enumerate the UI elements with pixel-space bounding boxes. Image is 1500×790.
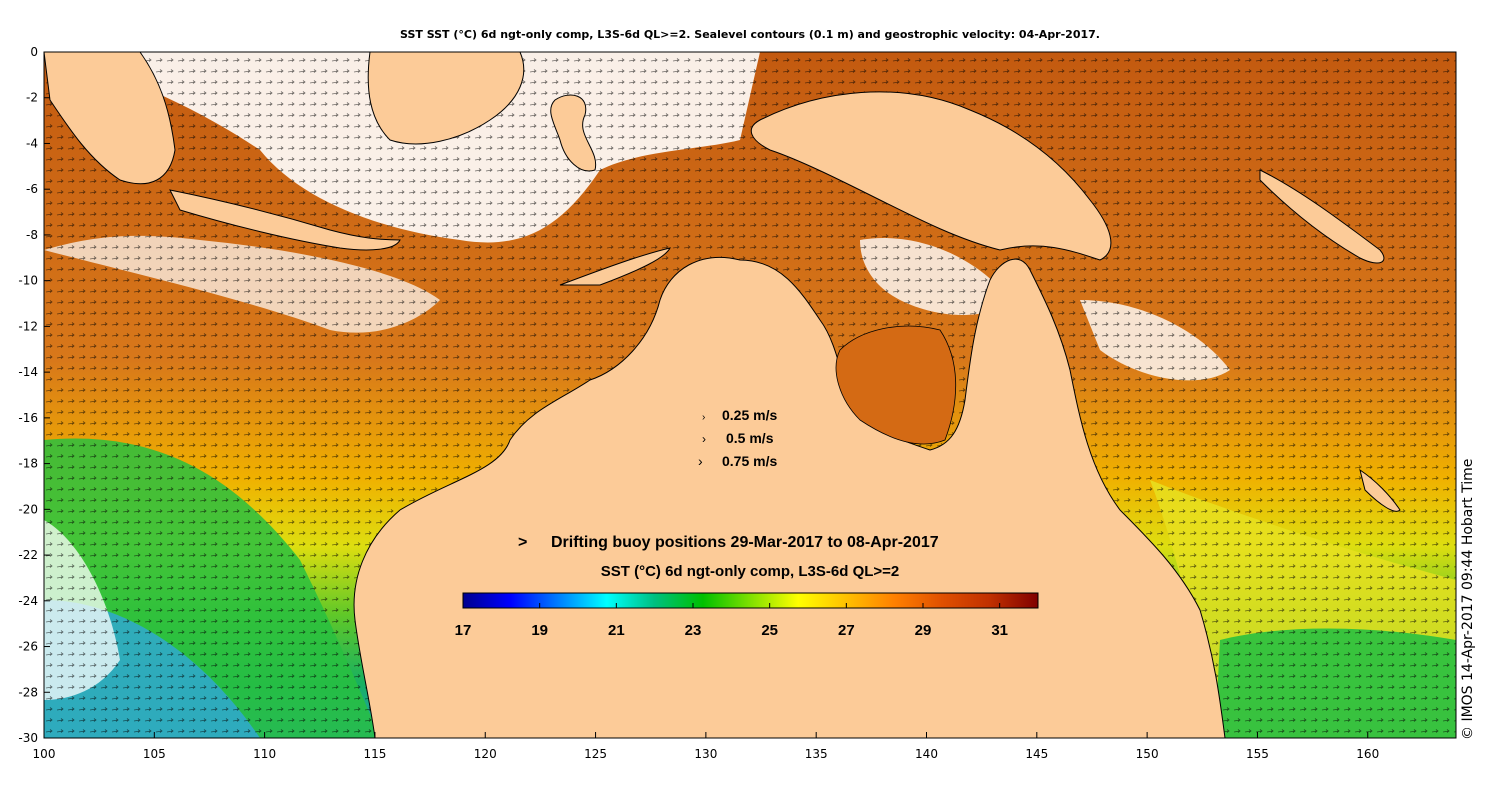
lat-tick-label: -6 bbox=[26, 182, 38, 196]
land-sumatra bbox=[44, 52, 176, 185]
velocity-legend: › 0.25 m/s › 0.5 m/s › 0.75 m/s bbox=[698, 407, 777, 469]
lat-tick-label: -16 bbox=[18, 411, 38, 425]
lat-tick-label: -10 bbox=[18, 274, 38, 288]
lat-tick-label: -24 bbox=[18, 594, 38, 608]
lon-tick-label: 150 bbox=[1136, 747, 1159, 761]
credit-text: © IMOS 14-Apr-2017 09:44 Hobart Time bbox=[1460, 459, 1476, 740]
map-area bbox=[44, 52, 1456, 738]
lat-tick-label: -14 bbox=[18, 365, 38, 379]
colorbar-tick-label: 31 bbox=[991, 622, 1008, 639]
lat-tick-label: -12 bbox=[18, 319, 38, 333]
lon-tick-label: 120 bbox=[474, 747, 497, 761]
colorbar-tick-label: 29 bbox=[915, 622, 932, 639]
lon-tick-label: 145 bbox=[1025, 747, 1048, 761]
lat-tick-label: -18 bbox=[18, 457, 38, 471]
buoy-legend: > Drifting buoy positions 29-Mar-2017 to… bbox=[518, 534, 939, 551]
lat-tick-label: -4 bbox=[26, 136, 38, 150]
gulf-of-carpentaria bbox=[835, 325, 957, 445]
lat-tick-label: -30 bbox=[18, 731, 38, 745]
land-new-guinea bbox=[750, 91, 1112, 261]
colorbar: SST (°C) 6d ngt-only comp, L3S-6d QL>=2 … bbox=[455, 563, 1039, 639]
arrow-glyph-large: › bbox=[698, 453, 703, 469]
buoy-legend-label: Drifting buoy positions 29-Mar-2017 to 0… bbox=[551, 534, 939, 551]
longitude-ticks: 100 105 110 115 120 125 130 135 140 145 150 155 160 bbox=[33, 732, 1379, 761]
colorbar-tick-label: 23 bbox=[685, 622, 702, 639]
lon-tick-label: 135 bbox=[805, 747, 828, 761]
velocity-legend-label: 0.25 m/s bbox=[722, 407, 777, 423]
lat-tick-label: -2 bbox=[26, 91, 38, 105]
land-new-caledonia bbox=[1359, 468, 1401, 512]
colorbar-tick-label: 21 bbox=[608, 622, 625, 639]
lon-tick-label: 160 bbox=[1356, 747, 1379, 761]
lon-tick-label: 130 bbox=[694, 747, 717, 761]
colorbar-ticks: 17 19 21 23 25 27 29 31 bbox=[455, 603, 1008, 639]
lon-tick-label: 110 bbox=[253, 747, 276, 761]
arrow-glyph-medium: › bbox=[702, 432, 706, 446]
lon-tick-label: 100 bbox=[33, 747, 56, 761]
lon-tick-label: 140 bbox=[915, 747, 938, 761]
lat-tick-label: -26 bbox=[18, 640, 38, 654]
arrow-glyph-small: › bbox=[702, 412, 705, 423]
lon-tick-label: 115 bbox=[363, 747, 386, 761]
colorbar-title: SST (°C) 6d ngt-only comp, L3S-6d QL>=2 bbox=[601, 563, 900, 580]
velocity-legend-label: 0.5 m/s bbox=[726, 430, 774, 446]
land-borneo bbox=[367, 52, 525, 145]
colorbar-tick-label: 25 bbox=[761, 622, 778, 639]
lat-tick-label: 0 bbox=[30, 45, 38, 59]
map-frame bbox=[43, 51, 1457, 739]
land-solomon-islands bbox=[1259, 169, 1385, 264]
lat-tick-label: -22 bbox=[18, 548, 38, 562]
land-timor bbox=[559, 247, 671, 286]
latitude-ticks: 0 -2 -4 -6 -8 -10 -12 -14 -16 -18 -20 -22 -24 -26 -28 -… bbox=[18, 45, 50, 745]
lon-tick-label: 155 bbox=[1246, 747, 1269, 761]
lon-tick-label: 125 bbox=[584, 747, 607, 761]
map-title: SST SST (°C) 6d ngt-only comp, L3S-6d QL… bbox=[400, 28, 1100, 41]
colorbar-tick-label: 17 bbox=[455, 622, 472, 639]
colorbar-tick-label: 19 bbox=[531, 622, 548, 639]
colorbar-strip bbox=[462, 592, 1039, 609]
velocity-legend-label: 0.75 m/s bbox=[722, 453, 777, 469]
buoy-marker-icon: > bbox=[518, 534, 527, 551]
lon-tick-label: 105 bbox=[143, 747, 166, 761]
land-sulawesi bbox=[550, 94, 597, 172]
lat-tick-label: -8 bbox=[26, 228, 38, 242]
lat-tick-label: -28 bbox=[18, 685, 38, 699]
colorbar-tick-label: 27 bbox=[838, 622, 855, 639]
lat-tick-label: -20 bbox=[18, 502, 38, 516]
land-java bbox=[169, 189, 401, 251]
